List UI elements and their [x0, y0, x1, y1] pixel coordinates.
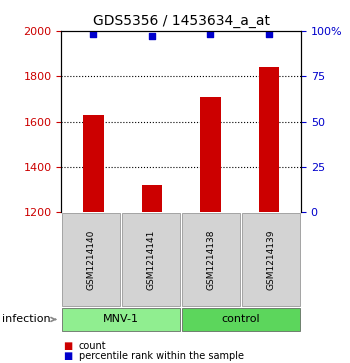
Bar: [62, 308, 180, 331]
Text: ■: ■: [63, 340, 72, 351]
Point: [266, 30, 272, 36]
Bar: [182, 308, 300, 331]
Text: control: control: [222, 314, 260, 325]
Bar: [62, 213, 120, 306]
Text: infection: infection: [2, 314, 51, 325]
Title: GDS5356 / 1453634_a_at: GDS5356 / 1453634_a_at: [93, 15, 270, 28]
Text: MNV-1: MNV-1: [103, 314, 139, 325]
Bar: [122, 213, 180, 306]
Text: count: count: [79, 340, 106, 351]
Text: GSM1214139: GSM1214139: [267, 229, 275, 290]
Bar: [242, 213, 300, 306]
Bar: [200, 97, 220, 212]
Bar: [142, 185, 162, 212]
Bar: [182, 213, 240, 306]
Text: GSM1214138: GSM1214138: [206, 229, 216, 290]
Bar: [259, 67, 279, 212]
Point: [208, 30, 213, 36]
Point: [149, 33, 155, 39]
Text: GSM1214141: GSM1214141: [147, 229, 156, 290]
Text: GSM1214140: GSM1214140: [87, 229, 96, 290]
Text: ■: ■: [63, 351, 72, 362]
Point: [91, 32, 96, 37]
Bar: [83, 115, 104, 212]
Text: percentile rank within the sample: percentile rank within the sample: [79, 351, 244, 362]
